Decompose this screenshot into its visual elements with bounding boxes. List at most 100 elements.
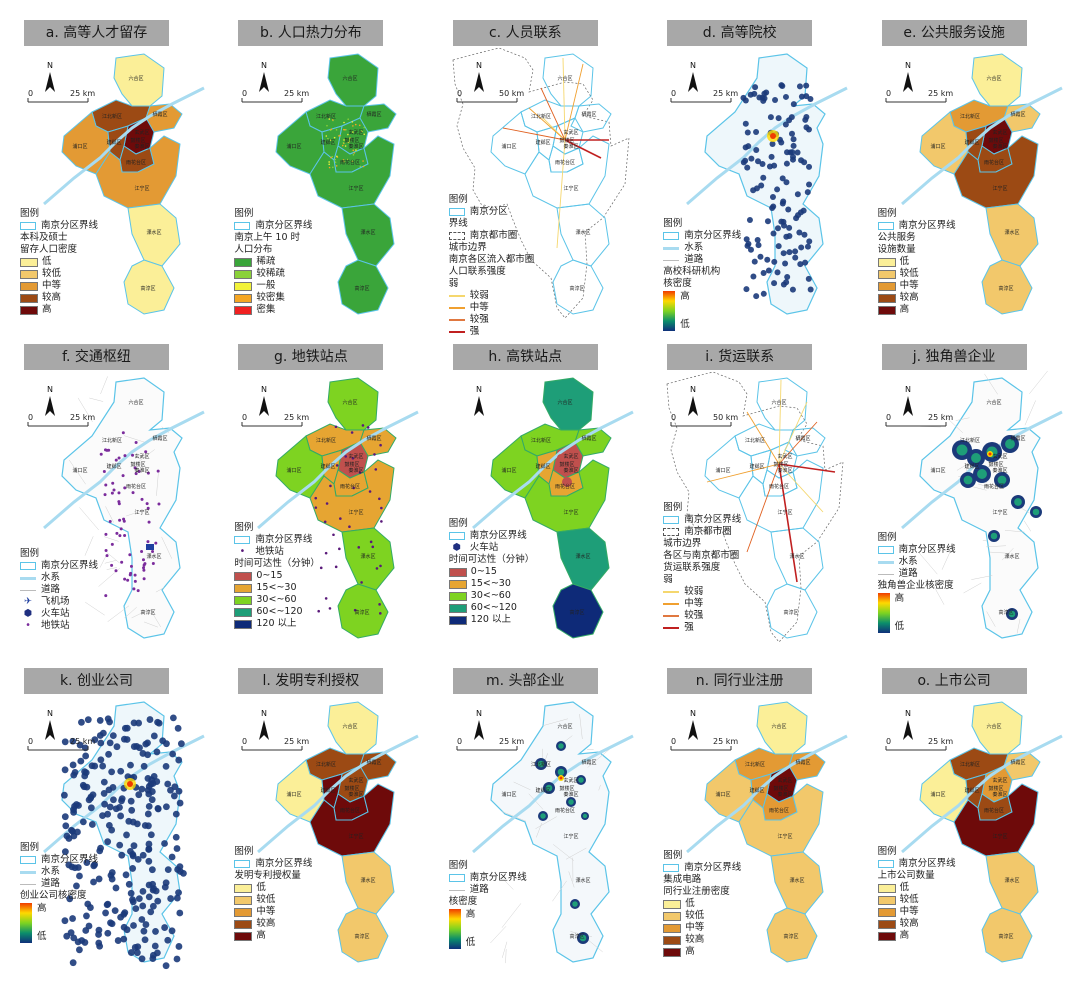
metro-station-dot bbox=[117, 491, 121, 495]
legend-item: 低 bbox=[20, 256, 98, 268]
legend-label: 低 bbox=[42, 256, 52, 267]
density-dot bbox=[778, 82, 785, 89]
district-label: 江北新区 bbox=[531, 113, 551, 120]
density-dot bbox=[742, 157, 749, 164]
district-label: 高淳区 bbox=[140, 609, 155, 616]
district-gaochun bbox=[552, 259, 604, 315]
legend-high-label: 高 bbox=[465, 909, 476, 920]
density-dot bbox=[806, 181, 813, 188]
map-grid: 六合区 江北新区 栖霞区 浦口区 玄武区 鼓楼区 秦淮区 建邺区 雨花台区 江宁区 溧水区 高淳区 N 0… bbox=[4, 8, 1076, 980]
legend-item: 水系 bbox=[877, 556, 956, 568]
link-line bbox=[778, 463, 798, 583]
district-label: 建邺区 bbox=[964, 139, 979, 146]
legend-symbol bbox=[234, 583, 253, 593]
district-label: 秦淮区 bbox=[563, 791, 578, 798]
metro-station-dot bbox=[112, 488, 116, 492]
district-label: 建邺区 bbox=[106, 139, 121, 146]
district-label: 江宁区 bbox=[563, 509, 578, 516]
density-dot bbox=[154, 897, 162, 905]
scale-bar: 0 25 km bbox=[241, 737, 310, 751]
district-label: 六合区 bbox=[128, 75, 143, 82]
panel-title: m. 头部企业 bbox=[452, 668, 598, 694]
legend-symbol bbox=[877, 222, 894, 230]
density-dot bbox=[118, 797, 125, 805]
density-dot bbox=[139, 750, 147, 757]
density-dot bbox=[771, 258, 778, 265]
legend-symbol bbox=[663, 516, 680, 524]
density-dot bbox=[87, 804, 95, 812]
district-label: 雨花台区 bbox=[555, 159, 575, 166]
legend-symbol bbox=[448, 331, 465, 333]
district-label: 秦淮区 bbox=[349, 791, 364, 798]
svg-text:N: N bbox=[476, 61, 482, 70]
legend-label: 较密集 bbox=[256, 292, 285, 303]
scale-bar: 0 25 km bbox=[27, 737, 95, 751]
density-dot bbox=[747, 91, 754, 98]
legend-item: 较高 bbox=[663, 934, 741, 946]
legend-label: 留存人口密度 bbox=[20, 244, 78, 255]
density-dot bbox=[145, 845, 153, 853]
metro-station-dot bbox=[123, 454, 127, 458]
district-label: 秦淮区 bbox=[992, 791, 1007, 798]
density-dot bbox=[103, 901, 111, 909]
svg-text:N: N bbox=[690, 385, 696, 394]
legend-item: 独角兽企业核密度 bbox=[878, 580, 956, 592]
district-label: 溧水区 bbox=[790, 877, 805, 884]
legend-item: 较高 bbox=[234, 918, 312, 930]
district-label: 江北新区 bbox=[531, 437, 551, 444]
density-dot bbox=[122, 871, 130, 879]
density-dot bbox=[70, 934, 78, 942]
panel-title: l. 发明专利授权 bbox=[238, 668, 384, 694]
legend-item: 时间可达性（分钟） bbox=[449, 554, 535, 566]
density-dot bbox=[97, 739, 105, 747]
yangtze-river bbox=[686, 734, 848, 854]
legend-symbol bbox=[877, 860, 894, 868]
density-dot bbox=[135, 791, 143, 799]
density-dot bbox=[61, 917, 69, 925]
density-dot bbox=[88, 821, 96, 828]
legend-symbol bbox=[234, 536, 251, 544]
legend-label: 水系 bbox=[898, 556, 918, 567]
scale-bar: 0 25 km bbox=[670, 737, 739, 751]
density-dot bbox=[95, 875, 103, 883]
density-dot bbox=[779, 175, 786, 182]
north-arrow-icon: N bbox=[473, 709, 484, 740]
district-label: 玄武区 bbox=[992, 777, 1007, 784]
density-dot bbox=[162, 879, 170, 887]
legend-label: 较低 bbox=[42, 268, 62, 279]
density-dot bbox=[148, 866, 156, 874]
district-label: 江北新区 bbox=[960, 113, 980, 120]
density-dot bbox=[802, 116, 809, 123]
legend-label: 南京分区界线 bbox=[255, 858, 313, 869]
legend-item: 设施数量 bbox=[878, 244, 956, 256]
legend-heading: 图例 bbox=[663, 218, 683, 229]
district-label: 江宁区 bbox=[349, 185, 364, 192]
district-gaochun bbox=[981, 907, 1033, 963]
panel-title: n. 同行业注册 bbox=[667, 668, 813, 694]
density-dot bbox=[768, 153, 775, 160]
legend-label: 较低 bbox=[685, 910, 705, 921]
density-dot bbox=[801, 159, 808, 166]
legend-heading: 图例 bbox=[448, 194, 468, 205]
district-label: 溧水区 bbox=[1004, 553, 1019, 560]
district-label: 溧水区 bbox=[146, 229, 161, 236]
density-dot bbox=[167, 895, 175, 902]
legend-symbol bbox=[663, 591, 680, 593]
district-label: 浦口区 bbox=[287, 143, 302, 150]
district-label: 溧水区 bbox=[361, 877, 376, 884]
density-dot bbox=[172, 810, 180, 818]
legend-label: 时间可达性（分钟） bbox=[448, 554, 535, 565]
metro-station-dot bbox=[105, 448, 109, 452]
legend-label: 水系 bbox=[41, 572, 61, 583]
metro-station-dot bbox=[123, 534, 127, 538]
legend-symbol: • bbox=[25, 620, 31, 631]
density-dot bbox=[775, 243, 782, 250]
district-label: 建邺区 bbox=[321, 787, 336, 794]
density-dot bbox=[97, 756, 105, 764]
district-label: 雨花台区 bbox=[984, 483, 1004, 490]
density-dot bbox=[798, 244, 805, 251]
legend-item: 留存人口密度 bbox=[20, 244, 98, 256]
legend-heading: 图例 bbox=[877, 532, 897, 543]
metro-station-dot bbox=[147, 520, 151, 524]
